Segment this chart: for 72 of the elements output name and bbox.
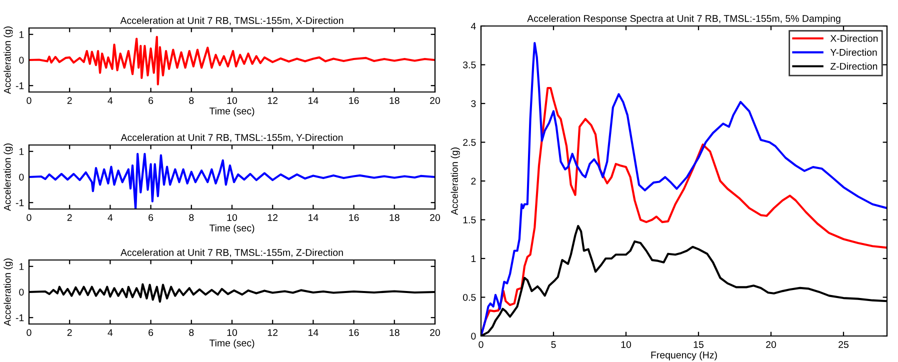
x-axis-title: Time (sec) (209, 339, 254, 348)
x-tick-label: 0 (26, 97, 32, 104)
legend-label: Z-Direction (830, 62, 878, 70)
chart-title: Acceleration Response Spectra at Unit 7 RB, TMSL:-155m, 5% Damping (527, 14, 840, 24)
chart-title: Acceleration at Unit 7 RB, TMSL:-155m, X-Direction (120, 16, 344, 26)
x-tick-label: 12 (268, 214, 278, 221)
y-tick-label: 1.5 (463, 216, 476, 224)
chart-title: Acceleration at Unit 7 RB, TMSL:-155m, Y-Direction (120, 134, 343, 142)
x-tick-label: 20 (430, 329, 440, 336)
x-tick-label: 8 (189, 214, 194, 221)
x-tick-label: 10 (621, 341, 632, 348)
x-tick-label: 2 (67, 97, 72, 104)
x-tick-label: 18 (390, 214, 400, 221)
y-tick-label: 2 (471, 178, 476, 185)
y-axis-title: Acceleration (g) (4, 144, 13, 212)
x-tick-label: 14 (308, 329, 318, 336)
x-tick-label: 16 (349, 97, 359, 104)
y-tick-label: 1 (471, 255, 476, 262)
x-tick-label: 12 (268, 329, 278, 336)
x-tick-label: 4 (108, 329, 113, 336)
y-tick-label: 0 (19, 174, 24, 181)
x-tick-label: 20 (430, 97, 440, 104)
x-tick-label: 20 (766, 341, 776, 348)
x-tick-label: 15 (694, 341, 704, 348)
x-tick-label: 4 (108, 97, 113, 104)
line-series (29, 36, 435, 86)
y-tick-label: 3 (471, 100, 476, 108)
x-tick-label: 2 (67, 214, 72, 221)
y-tick-label: 0 (19, 288, 24, 296)
x-tick-label: 16 (349, 329, 359, 336)
y-tick-label: -1 (16, 314, 24, 322)
x-tick-label: 18 (390, 97, 400, 104)
x-tick-label: 10 (227, 329, 238, 336)
x-tick-label: 6 (148, 329, 154, 336)
x-axis-title: Frequency (Hz) (651, 351, 717, 360)
x-tick-label: 10 (227, 97, 238, 104)
x-tick-label: 8 (189, 97, 194, 104)
x-tick-label: 0 (26, 329, 32, 336)
x-tick-label: 12 (268, 97, 278, 104)
y-tick-label: -1 (16, 199, 24, 206)
x-tick-label: 8 (189, 329, 194, 336)
y-tick-label: 1 (19, 263, 24, 270)
x-tick-label: 6 (148, 214, 154, 221)
x-tick-label: 0 (26, 214, 32, 221)
x-tick-label: 14 (308, 97, 318, 104)
chart-title: Acceleration at Unit 7 RB, TMSL:-155m, Z-Direction (120, 248, 343, 258)
y-tick-label: 0 (19, 56, 24, 64)
x-tick-label: 25 (838, 341, 848, 348)
y-tick-label: 4 (470, 22, 476, 30)
x-tick-label: 6 (148, 97, 154, 104)
y-axis-title: Acceleration (g) (4, 258, 13, 326)
y-tick-label: 2.5 (463, 138, 476, 146)
legend-label: X-Direction (830, 34, 878, 42)
x-tick-label: 2 (67, 329, 72, 336)
y-tick-label: 1 (19, 148, 24, 155)
x-tick-label: 14 (308, 214, 318, 221)
x-axis-title: Time (sec) (209, 107, 254, 116)
legend-label: Y-Direction (830, 48, 877, 56)
y-tick-label: 3.5 (462, 61, 476, 68)
y-axis-title: Acceleration (g) (4, 26, 13, 94)
y-tick-label: 0.5 (463, 294, 476, 301)
x-tick-label: 18 (390, 329, 400, 336)
x-tick-label: 5 (551, 341, 556, 348)
x-axis-title: Time (sec) (209, 224, 254, 234)
y-axis-title: Acceleration (g) (450, 148, 460, 216)
x-tick-label: 0 (478, 341, 484, 348)
x-tick-label: 16 (349, 214, 359, 221)
x-tick-label: 4 (108, 214, 113, 221)
y-tick-label: -1 (16, 82, 24, 90)
y-tick-label: 1 (19, 31, 24, 38)
x-tick-label: 10 (227, 214, 238, 221)
x-tick-label: 20 (430, 214, 440, 221)
